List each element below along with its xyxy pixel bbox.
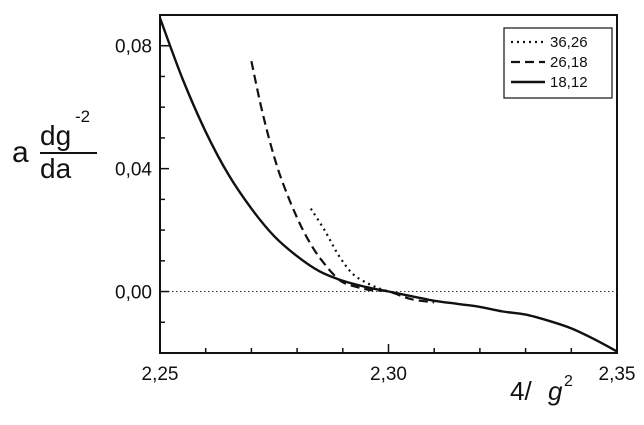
legend-label-26-18: 26,18 [550,54,588,71]
y-tick-label: 0,04 [115,160,152,181]
x-axis-title-lead: 4/ [510,376,532,406]
y-axis-ticks: 0,00 0,04 0,08 [115,14,169,354]
x-tick-label: 2,30 [370,364,407,385]
series-line-36-26 [309,208,389,293]
y-tick-label: 0,08 [115,37,152,58]
y-axis-title: a dg -2 da [12,107,97,184]
legend-label-18-12: 18,12 [550,74,588,91]
x-axis-ticks: 2,25 2,30 2,35 [142,344,636,385]
series-line-18-12 [158,17,618,353]
y-axis-title-prefix: a [12,136,29,169]
x-axis-title-exponent: 2 [564,373,573,390]
y-axis-title-numerator: dg [40,120,71,151]
x-tick-label: 2,35 [599,364,636,385]
x-tick-label: 2,25 [142,364,179,385]
series-line-26-18 [250,60,435,304]
y-axis-title-numerator-exponent: -2 [75,107,90,126]
x-axis-title: 4/ g 2 [510,373,573,406]
legend-label-36-26: 36,26 [550,34,588,51]
legend-box [503,27,613,99]
y-axis-title-denominator: da [40,153,72,184]
x-axis-title-variable: g [548,376,563,406]
legend: 36,26 26,18 18,12 [503,27,613,99]
series-layer [158,17,618,353]
y-tick-label: 0,00 [115,283,152,304]
